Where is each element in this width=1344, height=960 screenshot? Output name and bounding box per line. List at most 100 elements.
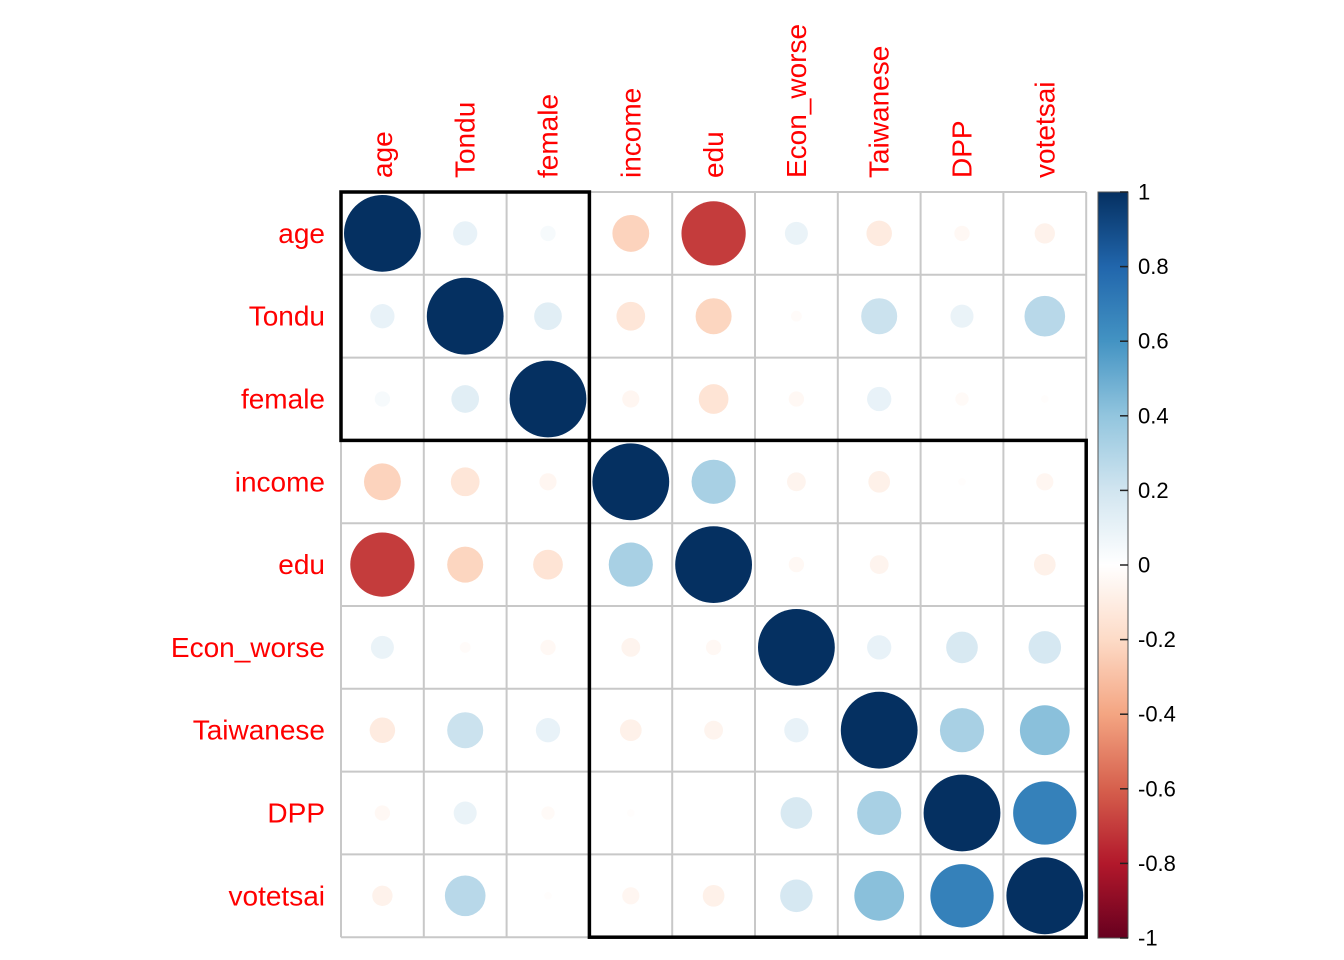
col-label-Taiwanese: Taiwanese — [864, 46, 895, 178]
corr-circle-income-Econ_worse — [786, 472, 806, 492]
corr-circle-votetsai-female — [544, 891, 552, 900]
corr-circle-Taiwanese-income — [619, 719, 642, 742]
col-label-DPP: DPP — [947, 120, 978, 178]
corr-circle-edu-edu — [675, 526, 752, 603]
corr-circle-Taiwanese-DPP — [939, 708, 985, 753]
corr-circle-income-income — [592, 443, 670, 521]
row-labels: age Tondu female income edu Econ_worse Taiwane… — [171, 218, 325, 911]
col-label-edu: edu — [698, 131, 729, 178]
corr-circle-female-votetsai — [1040, 395, 1049, 403]
corr-circle-Taiwanese-Econ_worse — [784, 718, 809, 743]
corr-circle-age-Taiwanese — [866, 220, 892, 247]
row-label-income: income — [235, 466, 325, 497]
colorbar-tick-label: 0.6 — [1138, 329, 1169, 354]
corr-circle-income-Taiwanese — [868, 470, 891, 493]
corr-circle-female-DPP — [955, 392, 969, 406]
corr-circle-Tondu-edu — [695, 298, 732, 335]
col-label-age: age — [367, 131, 398, 178]
corr-circle-Taiwanese-edu — [704, 720, 724, 740]
corr-circle-Tondu-income — [616, 301, 646, 331]
corr-circle-Tondu-Econ_worse — [790, 310, 802, 322]
corr-circle-Tondu-DPP — [950, 304, 974, 328]
colorbar-tick-label: -0.6 — [1138, 776, 1176, 801]
corr-circle-Tondu-Taiwanese — [861, 298, 898, 335]
corr-circle-female-Tondu — [451, 385, 480, 413]
corr-circle-Taiwanese-age — [369, 717, 396, 743]
corr-circle-edu-female — [533, 549, 563, 580]
col-label-income: income — [615, 88, 646, 178]
corr-circle-Taiwanese-female — [535, 718, 561, 743]
corr-circle-edu-Taiwanese — [869, 555, 889, 575]
corr-circle-income-female — [539, 473, 557, 491]
cluster-rect-2 — [587, 438, 1088, 939]
row-label-age: age — [278, 218, 325, 249]
corr-circle-Taiwanese-Tondu — [447, 712, 484, 749]
corr-circle-Econ_worse-DPP — [946, 631, 978, 664]
corr-circle-female-edu — [698, 384, 729, 414]
corr-circle-Tondu-Tondu — [426, 277, 504, 355]
col-label-Econ_worse: Econ_worse — [781, 24, 812, 178]
row-label-Taiwanese: Taiwanese — [193, 715, 325, 746]
col-label-female: female — [533, 94, 564, 178]
corr-circle-edu-votetsai — [1033, 553, 1056, 576]
corr-circle-DPP-age — [374, 805, 391, 821]
corr-circle-votetsai-Econ_worse — [780, 879, 813, 913]
colorbar-tick-label: -1 — [1138, 926, 1158, 951]
corr-circle-female-income — [622, 390, 640, 408]
corr-circle-votetsai-edu — [702, 884, 725, 907]
corr-circle-edu-Tondu — [447, 546, 484, 583]
colorbar-tick-label: 0.8 — [1138, 254, 1169, 279]
color-legend: 1 0.8 0.6 0.4 0.2 0 -0.2 -0.4 -0.6 -0.8 -1 — [1097, 180, 1176, 951]
colorbar-tick-label: 0.2 — [1138, 478, 1169, 503]
colorbar-tick-label: 0 — [1138, 553, 1150, 578]
column-labels: age Tondu female income edu Econ_worse Taiwane… — [367, 24, 1060, 178]
corr-circle-Econ_worse-votetsai — [1028, 631, 1062, 664]
row-label-female: female — [241, 384, 325, 415]
corr-circle-edu-age — [350, 532, 415, 597]
colorbar-tick-label: 1 — [1138, 180, 1150, 205]
colorbar-tick-label: -0.8 — [1138, 851, 1176, 876]
col-label-Tondu: Tondu — [450, 102, 481, 178]
corr-circle-DPP-female — [541, 806, 555, 820]
corr-circle-votetsai-Tondu — [444, 875, 486, 917]
corr-circle-income-Tondu — [450, 467, 480, 497]
corr-circle-female-age — [374, 391, 391, 407]
corr-circle-age-Tondu — [453, 221, 478, 246]
corr-circle-female-Econ_worse — [788, 391, 805, 407]
corr-circle-age-votetsai — [1034, 223, 1055, 244]
corr-circle-DPP-DPP — [923, 774, 1001, 852]
corr-circle-Taiwanese-Taiwanese — [840, 691, 918, 769]
corr-circle-DPP-Tondu — [453, 801, 477, 825]
corr-circle-Econ_worse-Tondu — [459, 641, 471, 653]
corr-circle-income-edu — [691, 459, 736, 504]
corr-circle-Tondu-votetsai — [1024, 295, 1066, 337]
corr-circle-Econ_worse-edu — [705, 639, 722, 656]
corr-circle-age-female — [540, 225, 556, 242]
corr-circle-age-Econ_worse — [784, 221, 808, 245]
corr-circle-edu-income — [608, 542, 653, 587]
corr-circle-votetsai-age — [372, 885, 393, 906]
corr-circle-DPP-income — [626, 809, 635, 817]
row-label-edu: edu — [278, 549, 325, 580]
correlation-circles — [344, 195, 1084, 935]
corr-circle-female-female — [509, 360, 587, 438]
corr-circle-Econ_worse-age — [370, 635, 394, 659]
corr-circle-Tondu-age — [370, 304, 395, 329]
row-label-Econ_worse: Econ_worse — [171, 632, 325, 663]
row-label-votetsai: votetsai — [229, 880, 326, 911]
grid-lines — [340, 191, 1088, 939]
corr-circle-Taiwanese-votetsai — [1019, 705, 1070, 756]
corr-circle-female-Taiwanese — [867, 386, 892, 412]
cluster-rect-1 — [339, 190, 592, 443]
corr-circle-votetsai-Taiwanese — [854, 870, 905, 921]
corr-circle-income-age — [363, 463, 401, 501]
corr-circle-Tondu-female — [534, 302, 562, 331]
corr-circle-Econ_worse-female — [540, 639, 556, 656]
corr-circle-Econ_worse-Taiwanese — [867, 635, 892, 660]
colorbar-tick-label: 0.4 — [1138, 403, 1169, 428]
colorbar-tick-label: -0.4 — [1138, 702, 1176, 727]
row-label-DPP: DPP — [267, 798, 325, 829]
corr-circle-DPP-votetsai — [1013, 781, 1077, 845]
corr-circle-edu-Econ_worse — [788, 556, 805, 573]
